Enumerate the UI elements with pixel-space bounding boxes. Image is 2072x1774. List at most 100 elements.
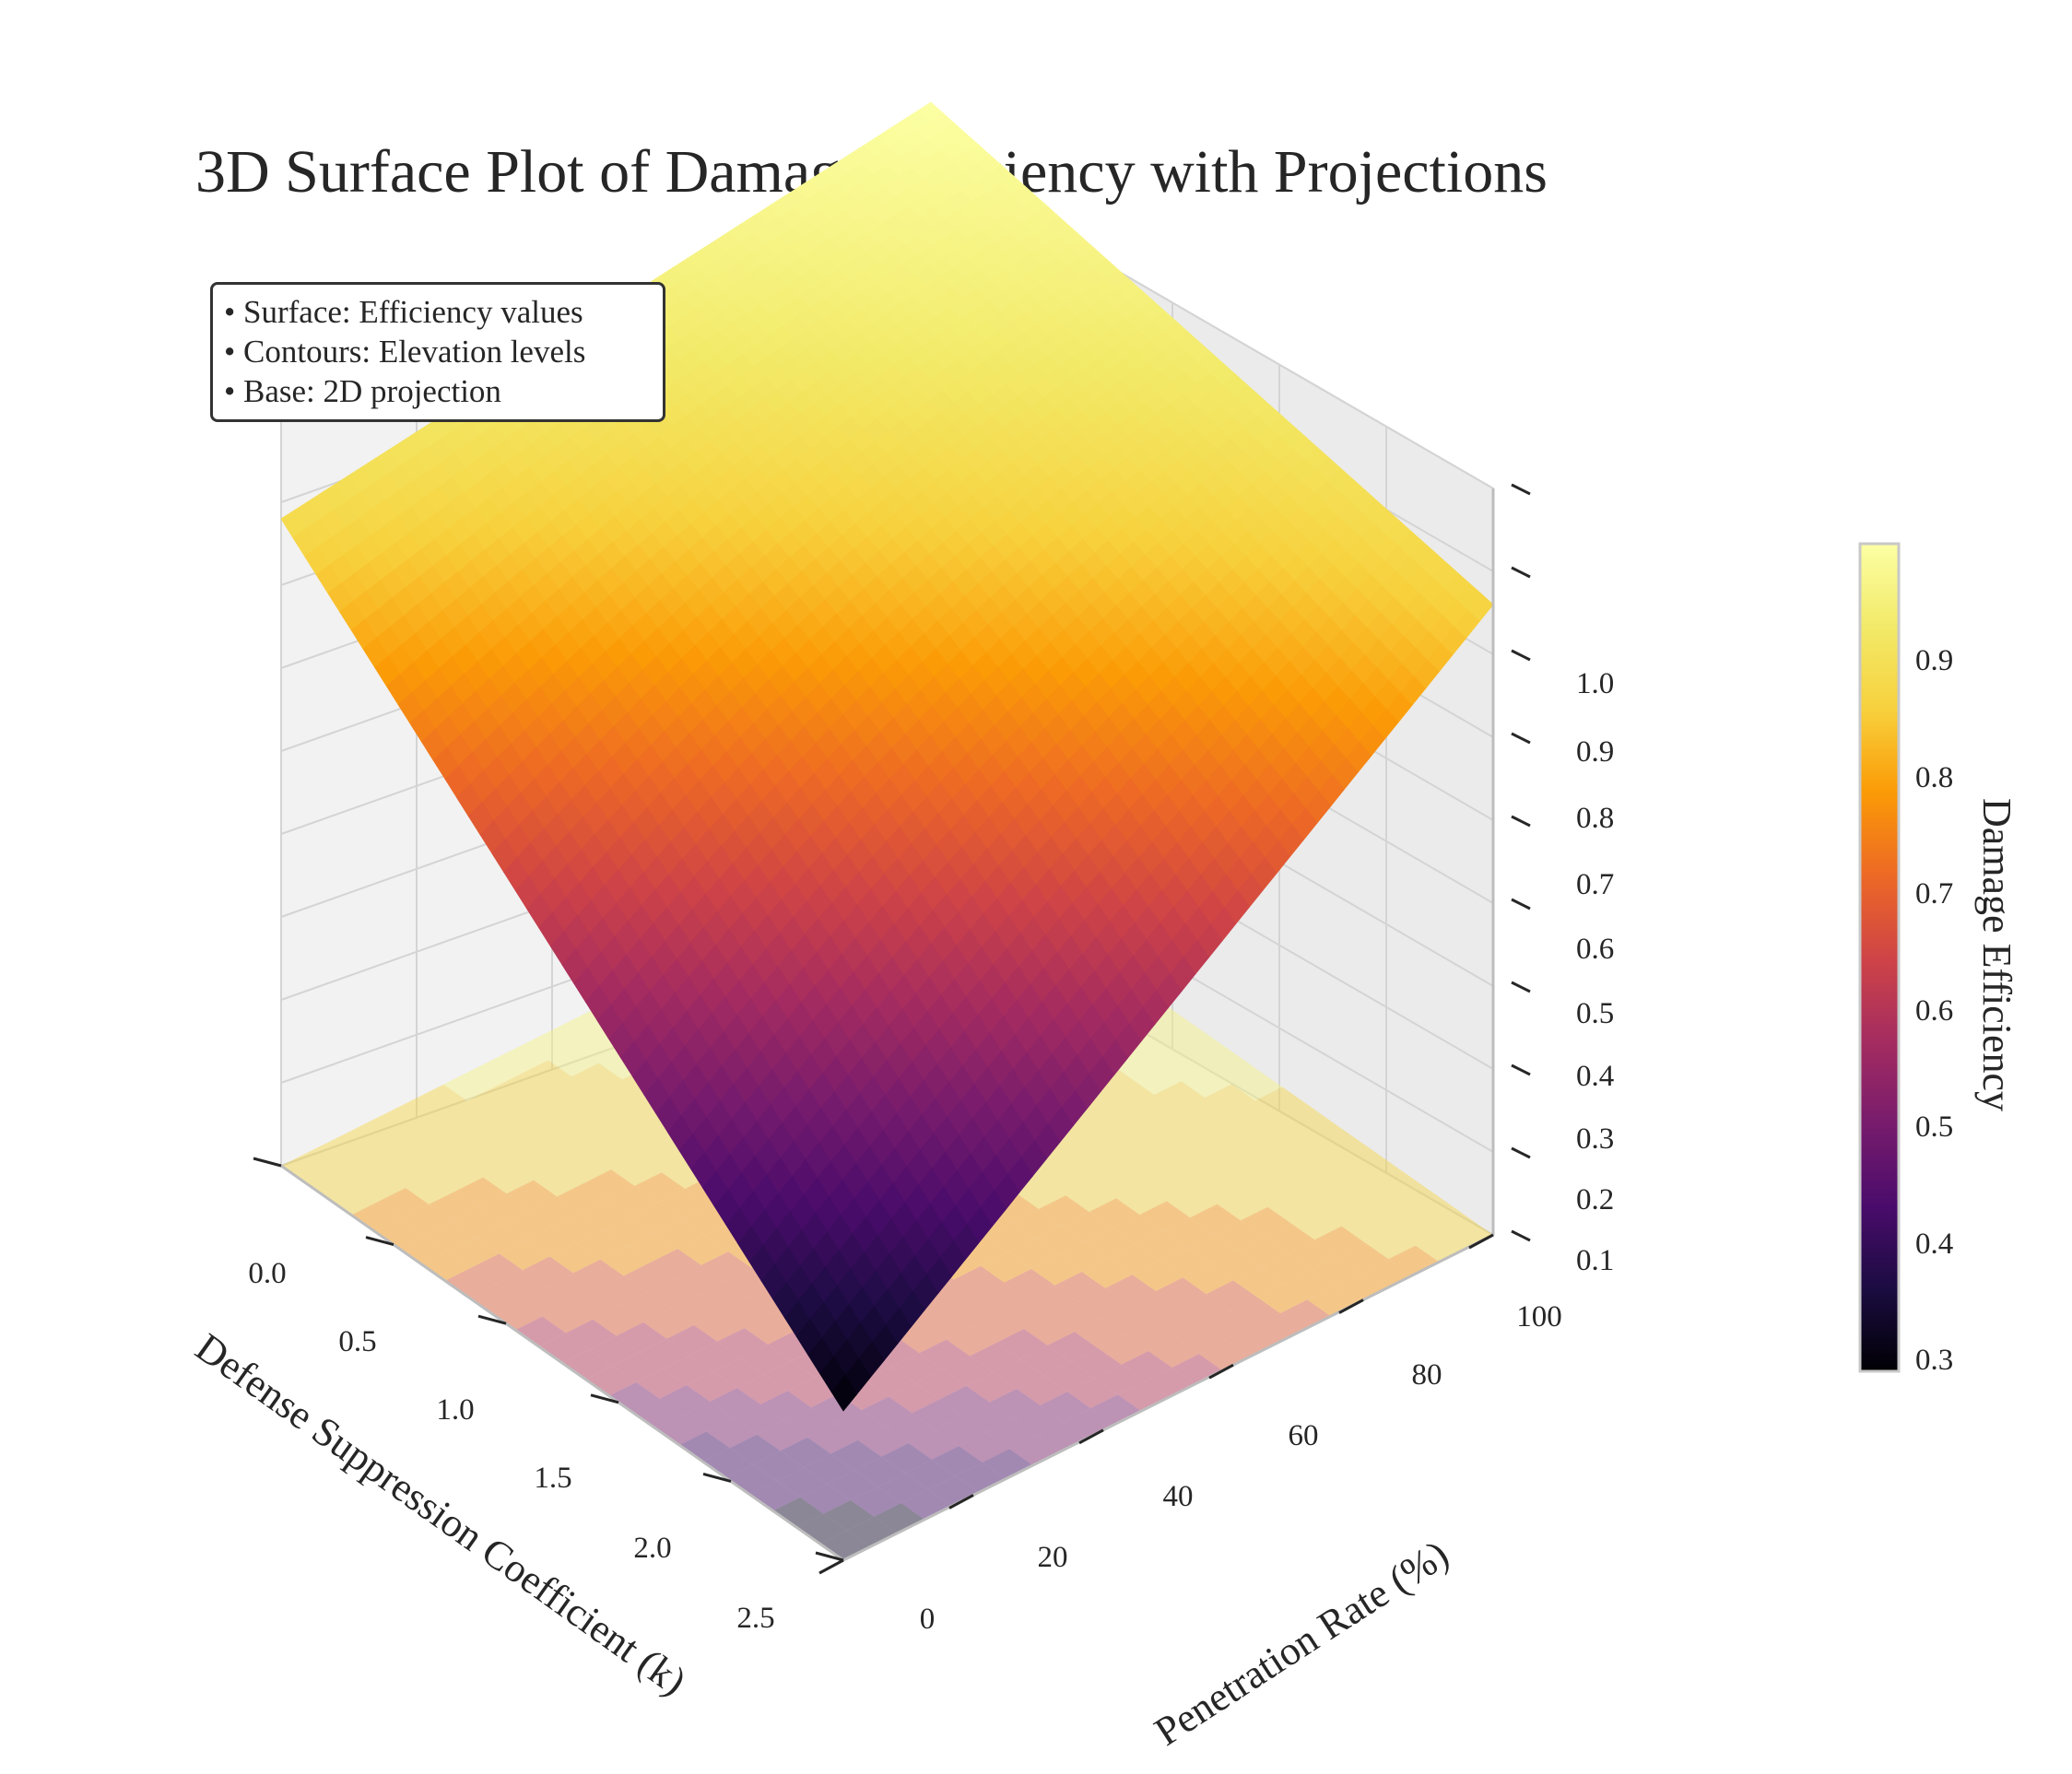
- contour-cell: [1103, 1078, 1155, 1109]
- contour-cell: [1147, 1141, 1198, 1171]
- contour-cell: [1139, 1201, 1191, 1231]
- contour-cell: [429, 1191, 480, 1221]
- contour-cell: [499, 1239, 550, 1271]
- contour-cell: [1275, 1133, 1326, 1164]
- contour-cell: [530, 1196, 581, 1227]
- contour-cell: [721, 1298, 772, 1329]
- contour-cell: [1015, 1179, 1066, 1209]
- contour-cell: [359, 1141, 409, 1172]
- contour-cell: [1271, 1163, 1323, 1193]
- contour-cell: [1126, 1095, 1178, 1125]
- contour-cell: [1251, 1117, 1302, 1147]
- contour-cell: [1372, 1169, 1423, 1200]
- y-tick-mark: [365, 1236, 394, 1247]
- contour-cell: [542, 1302, 594, 1333]
- contour-cell: [702, 1448, 754, 1478]
- contour-cell: [724, 1268, 775, 1298]
- contour-cell: [966, 1372, 1018, 1403]
- annotation-line: • Contours: Elevation levels: [224, 334, 586, 370]
- contour-cell: [1089, 1198, 1140, 1228]
- contour-cell: [583, 1169, 635, 1200]
- contour-cell: [800, 1484, 851, 1514]
- contour-cell: [560, 1153, 612, 1183]
- contour-cell: [1301, 1120, 1353, 1150]
- contour-cell: [571, 1063, 622, 1094]
- contour-cell: [1345, 1182, 1396, 1213]
- contour-cell: [760, 1391, 811, 1421]
- contour-cell: [526, 1227, 577, 1257]
- contour-cell: [683, 1401, 734, 1432]
- contour-cell: [764, 1360, 815, 1392]
- contour-cell: [736, 1374, 788, 1404]
- contour-cell: [1116, 1184, 1167, 1216]
- contour-cell: [382, 1157, 433, 1189]
- contour-cell: [623, 1262, 675, 1293]
- contour-cell: [409, 1144, 460, 1175]
- contour-cell: [1109, 1244, 1160, 1275]
- contour-cell: [335, 1124, 386, 1156]
- contour-cell: [412, 1114, 464, 1145]
- contour-cell: [744, 1314, 795, 1345]
- contour-cell: [1154, 1081, 1206, 1111]
- contour-cell: [706, 1417, 758, 1449]
- contour-cell: [627, 1232, 678, 1263]
- contour-cell: [1150, 1110, 1202, 1142]
- contour-cell: [308, 1138, 359, 1169]
- contour-cell: [1220, 1160, 1272, 1191]
- colorbar-tick-label: 0.5: [1915, 1110, 1953, 1144]
- contour-cell: [444, 1267, 496, 1298]
- contour-cell: [1051, 1301, 1102, 1333]
- contour-cell: [576, 1229, 628, 1260]
- contour-cell: [713, 1357, 765, 1389]
- contour-cell: [936, 1416, 986, 1447]
- contour-cell: [1278, 1103, 1330, 1134]
- contour-cell: [1031, 1255, 1082, 1286]
- contour-cell: [1322, 1166, 1372, 1197]
- contour-cell: [666, 1325, 718, 1356]
- contour-cell: [1098, 1334, 1148, 1365]
- contour-cell: [1184, 1038, 1236, 1068]
- contour-cell: [768, 1331, 818, 1361]
- contour-cell: [1136, 1231, 1187, 1262]
- contour-cell: [1233, 1266, 1284, 1298]
- contour-cell: [896, 1322, 947, 1354]
- contour-cell: [1100, 1108, 1151, 1139]
- contour-cell: [443, 1071, 494, 1101]
- contour-cell: [729, 1434, 781, 1465]
- contour-cell: [544, 1076, 595, 1107]
- contour-cell: [498, 1043, 548, 1075]
- contour-cell: [523, 1256, 573, 1287]
- z-tick-mark: [1511, 1229, 1531, 1242]
- contour-cell: [1337, 1242, 1389, 1273]
- z-tick-mark: [1511, 1063, 1531, 1076]
- contour-cell: [562, 1349, 613, 1380]
- contour-cell: [977, 1282, 1028, 1313]
- contour-cell: [912, 1399, 963, 1430]
- contour-cell: [385, 1128, 437, 1158]
- contour-cell: [564, 1122, 616, 1154]
- contour-cell: [1325, 1136, 1376, 1167]
- contour-cell: [1004, 1269, 1055, 1299]
- contour-cell: [970, 1342, 1021, 1373]
- contour-cell: [753, 1451, 805, 1481]
- contour-cell: [1186, 1234, 1238, 1264]
- x-tick-mark: [1468, 1233, 1494, 1250]
- contour-cell: [615, 1125, 665, 1157]
- contour-cell: [1034, 1225, 1086, 1256]
- z-tick-label: 0.3: [1576, 1122, 1614, 1156]
- contour-cell: [1105, 1275, 1156, 1305]
- contour-cell: [1134, 1034, 1185, 1065]
- contour-cell: [850, 1486, 901, 1517]
- contour-cell: [1173, 1127, 1225, 1158]
- contour-cell: [1287, 1239, 1338, 1270]
- contour-cell: [985, 1418, 1037, 1450]
- contour-cell: [1077, 1287, 1129, 1319]
- contour-cell: [710, 1388, 761, 1418]
- contour-cell: [494, 1074, 545, 1104]
- contour-cell: [1042, 1165, 1093, 1196]
- contour-cell: [1085, 1228, 1136, 1259]
- contour-cell: [1213, 1220, 1265, 1251]
- contour-cell: [915, 1369, 967, 1400]
- contour-cell: [1256, 1283, 1308, 1314]
- x-tick-label: 20: [1038, 1541, 1068, 1574]
